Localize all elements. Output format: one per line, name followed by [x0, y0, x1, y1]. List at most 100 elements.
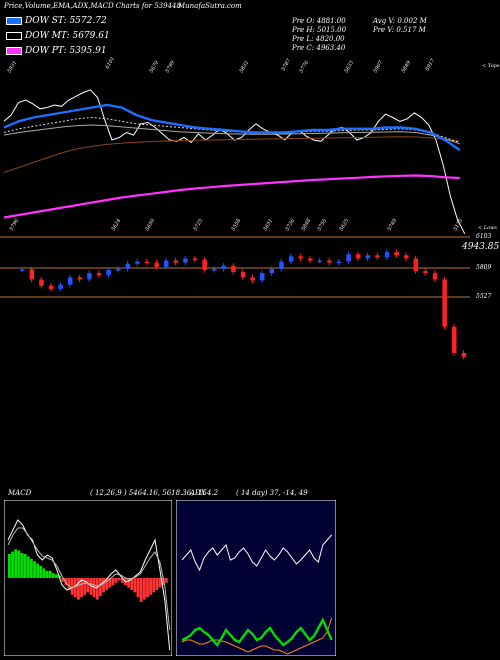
tops-tag: < Tops [482, 63, 500, 69]
adx-panel [176, 500, 336, 656]
macd-hist-bar [164, 578, 168, 583]
macd-hist-bar [73, 578, 77, 598]
candle-body [173, 260, 179, 263]
macd-hist-bar [102, 578, 105, 593]
legend-dow-pt: DOW PT: 5395.91 [6, 46, 107, 56]
candle-body [452, 326, 457, 353]
macd-hist-bar [95, 578, 99, 600]
candle-body [432, 273, 438, 280]
macd-hist-bar [155, 578, 159, 590]
candle-body [202, 259, 207, 270]
ema-mid2-line [3, 124, 460, 145]
macd-hist-bar [77, 578, 80, 600]
candle-body [336, 261, 342, 264]
candle-body [125, 263, 131, 269]
legend-dow-mt: DOW MT: 5679.61 [6, 31, 110, 41]
candle-body [221, 265, 227, 269]
adx-params: ( 14 day) 37, -14, 49 [236, 489, 308, 497]
macd-hist-bar [20, 552, 24, 578]
candle-body [68, 277, 73, 285]
macd-hist-bar [98, 578, 102, 596]
lows-tag: < Lows [478, 225, 497, 231]
macd-hist-bar [14, 549, 18, 578]
candle-body [288, 256, 294, 262]
level-label-r3: 5527 [476, 293, 492, 300]
macd-hist-bar [120, 578, 124, 583]
candle-body [442, 279, 447, 327]
macd-hist-bar [83, 578, 87, 595]
macd-hist-bar [117, 578, 121, 581]
candle-body [269, 268, 275, 274]
candle-body [279, 261, 284, 269]
candle-body [192, 258, 198, 260]
legend-dow-st: DOW ST: 5572.72 [6, 16, 107, 26]
macd-hist-bar [149, 578, 152, 595]
candle-body [154, 262, 159, 267]
ema-mt-line [3, 116, 460, 143]
macd-hist-bar [152, 578, 156, 593]
macd-hist-bar [51, 573, 55, 578]
legend-swatch-st [6, 16, 22, 25]
candle-body [58, 284, 63, 289]
macd-hist-bar [11, 551, 14, 578]
macd-title: MACD [8, 489, 32, 497]
ema-long-line [3, 136, 460, 173]
price-chart [0, 89, 470, 360]
macd-panel [4, 500, 172, 656]
macd-hist-bar [8, 554, 11, 578]
macd-hist-bar [55, 574, 58, 578]
candle-body [116, 268, 121, 271]
macd-hist-bar [23, 554, 27, 578]
level-label-r2: 5809 [476, 264, 492, 271]
macd-signal-line [7, 527, 171, 631]
macd-hist-bar [70, 578, 74, 595]
candle-body [413, 258, 419, 272]
adx-frame [176, 500, 336, 656]
macd-hist-bar [48, 570, 52, 578]
candle-body [164, 260, 169, 267]
candle-body [212, 268, 217, 271]
candle-body [231, 265, 236, 273]
candle-body [20, 269, 25, 271]
macd-hist-bar [105, 578, 109, 590]
macd-hist-bar [42, 568, 46, 578]
macd-hist-bar [130, 578, 134, 590]
macd-hist-bar [146, 578, 149, 598]
macd-hist-bar [142, 578, 146, 600]
candle-body [404, 255, 409, 259]
legend-label-mt: DOW MT: 5679.61 [25, 31, 110, 41]
adx-title: ADX [190, 489, 206, 497]
macd-hist-bar [86, 578, 90, 593]
candle-body [375, 255, 380, 258]
macd-hist-bar [67, 578, 71, 590]
ohlc-high: Pre H: 5015.00 [292, 26, 347, 34]
legend-label-st: DOW ST: 5572.72 [25, 16, 107, 26]
macd-hist-bar [36, 563, 40, 578]
candle-body [423, 271, 428, 274]
ema-st-line [3, 103, 461, 151]
candle-body [327, 260, 332, 263]
macd-hist-bar [33, 561, 36, 578]
site-name[interactable]: MunafaSutra.com [178, 2, 242, 10]
candle-body [135, 261, 140, 264]
candle-body [96, 273, 102, 276]
candle-body [29, 269, 35, 280]
candle-body [317, 260, 323, 263]
candle-body [48, 285, 54, 289]
macd-hist-bar [161, 578, 165, 586]
candle-body [461, 352, 467, 357]
candle-body [87, 273, 92, 280]
macd-hist-bar [114, 578, 118, 583]
legend-swatch-mt [6, 31, 22, 40]
candle-body [346, 254, 351, 262]
candle-body [260, 273, 265, 281]
macd-hist-bar [29, 558, 33, 578]
candle-body [384, 252, 390, 258]
macd-hist-bar [108, 578, 112, 588]
candle-body [308, 258, 313, 261]
ohlc-open: Pre O: 4881.00 [292, 17, 346, 25]
macd-hist-bar [158, 578, 162, 588]
macd-hist-bar [17, 550, 21, 578]
candle-body [106, 269, 111, 276]
candle-body [240, 272, 246, 278]
